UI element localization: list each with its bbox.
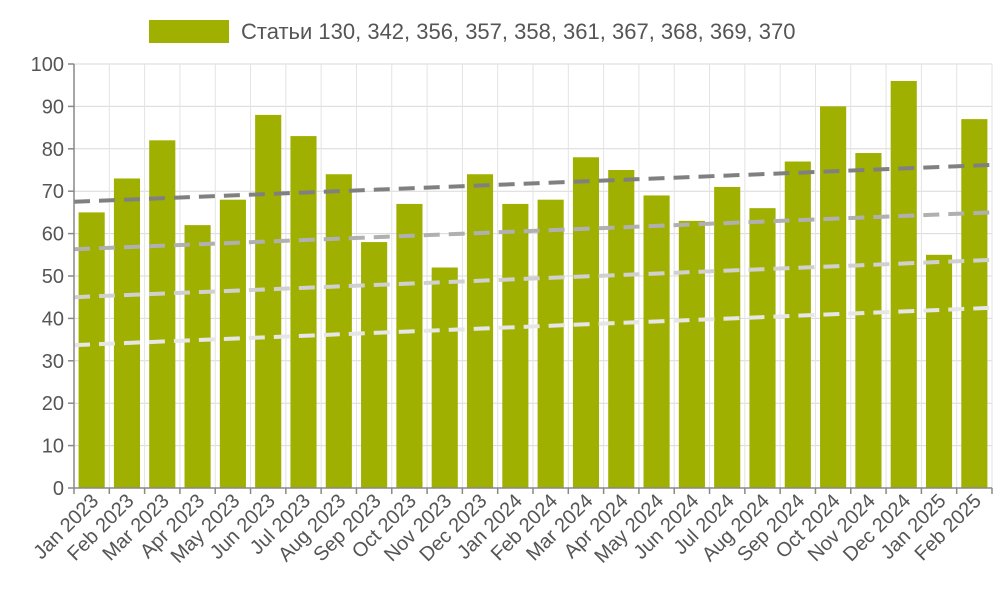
bar [749, 208, 776, 488]
bar [784, 161, 811, 488]
bar [255, 114, 282, 488]
bar [643, 195, 670, 488]
bar [961, 119, 988, 489]
bar [184, 225, 211, 488]
trend-line [73, 162, 993, 204]
bar [149, 140, 176, 488]
bar [678, 220, 705, 488]
legend-label: Статьи 130, 342, 356, 357, 358, 361, 367… [241, 19, 796, 44]
y-tick-label: 60 [42, 224, 64, 246]
y-tick-label: 30 [42, 351, 64, 373]
y-tick-label: 50 [42, 266, 64, 288]
bar [325, 174, 352, 489]
y-tick-label: 40 [42, 308, 64, 330]
bar [502, 203, 529, 489]
y-tick-labels: 0 10 20 30 40 50 60 70 80 90 100 [31, 54, 64, 500]
bars [78, 80, 988, 489]
bar [113, 178, 141, 489]
bar [78, 212, 105, 488]
bar [290, 136, 317, 488]
legend: Статьи 130, 342, 356, 357, 358, 361, 367… [149, 19, 796, 44]
y-tick-label: 100 [31, 54, 64, 76]
bar [820, 106, 847, 489]
trend-line [73, 210, 993, 252]
bar [219, 199, 246, 488]
bar [431, 267, 458, 488]
y-tick-label: 80 [42, 139, 64, 161]
trend-lines [73, 162, 993, 348]
bar [396, 203, 423, 489]
y-tick-label: 20 [42, 393, 64, 415]
trend-line [73, 257, 993, 300]
bar [608, 170, 635, 488]
grid [73, 63, 993, 489]
y-tick-label: 0 [53, 478, 64, 500]
bar [714, 186, 741, 488]
bar [855, 153, 882, 489]
bar [361, 242, 388, 488]
bar [466, 174, 494, 489]
y-tick-label: 90 [42, 96, 64, 118]
trend-line [73, 305, 993, 348]
legend-swatch [149, 20, 229, 43]
bar [925, 254, 953, 488]
bar [890, 80, 917, 489]
axes [68, 63, 993, 494]
y-tick-label: 10 [42, 436, 64, 458]
y-tick-label: 70 [42, 181, 64, 203]
bar [537, 199, 564, 488]
